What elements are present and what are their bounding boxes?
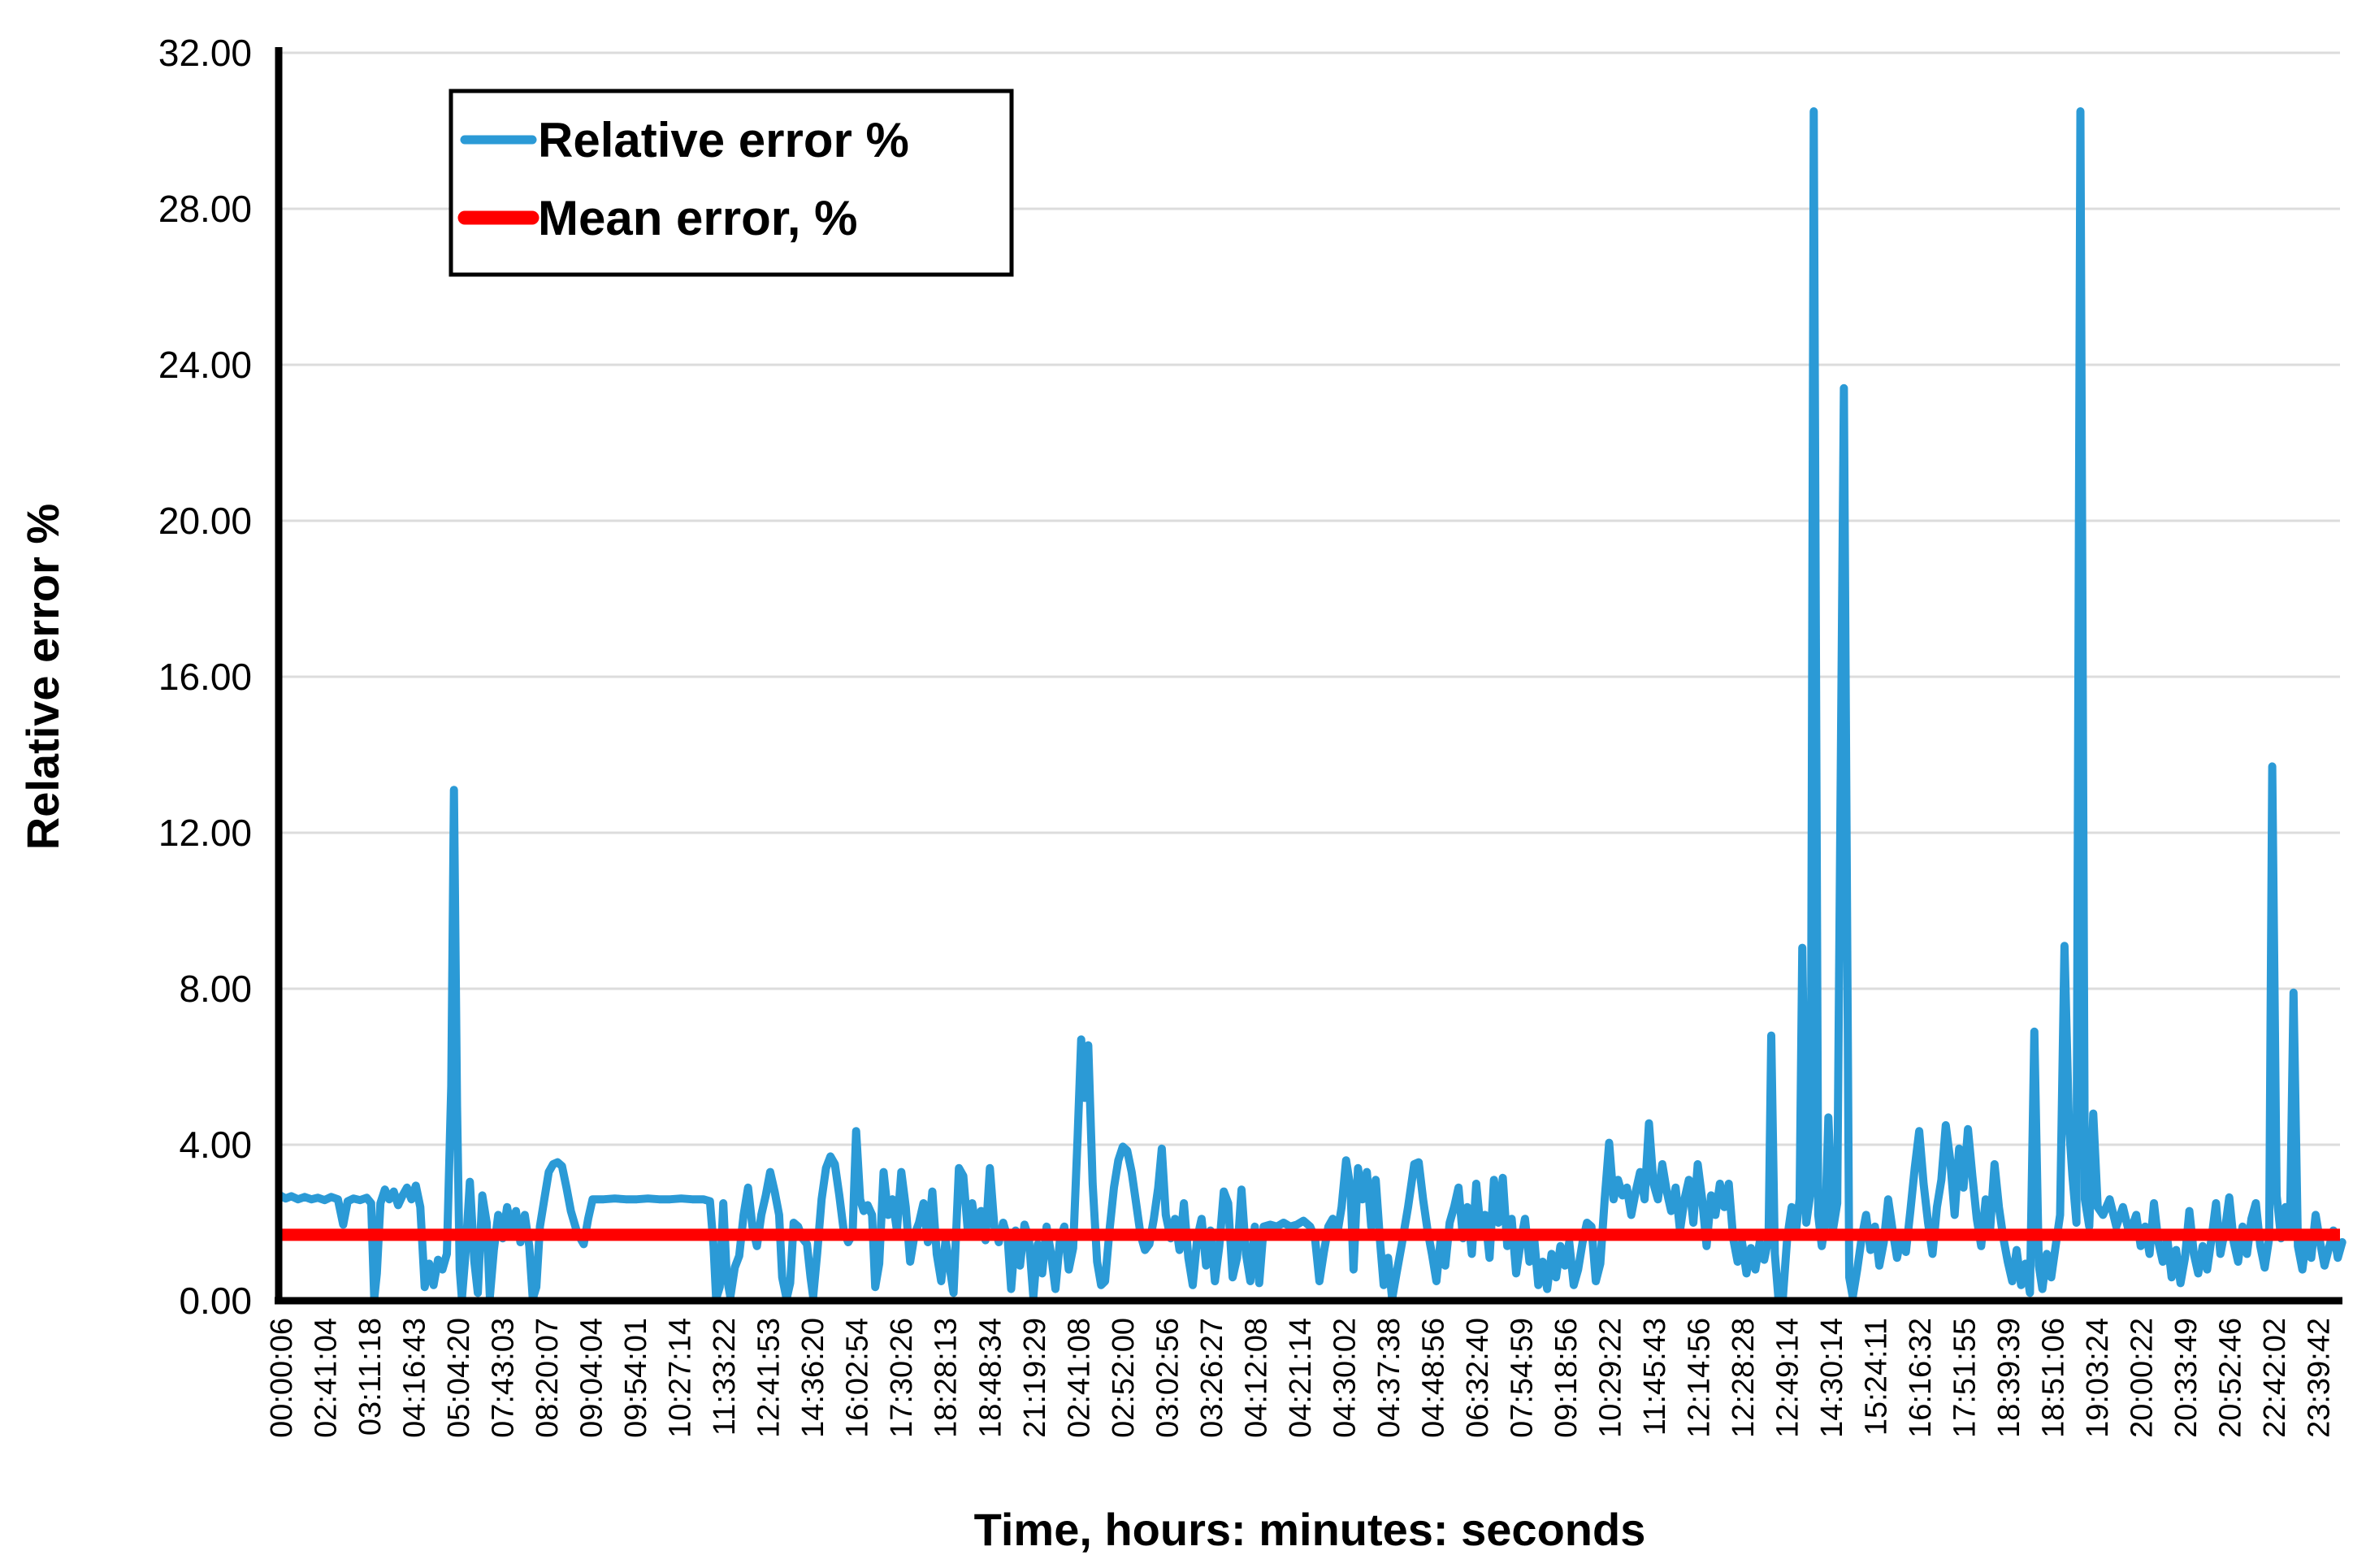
x-tick-label: 21:19:29 — [1018, 1318, 1052, 1438]
x-tick-label: 12:14:56 — [1683, 1318, 1717, 1438]
y-axis-title: Relative error % — [17, 504, 68, 850]
x-tick-label: 09:04:04 — [575, 1318, 609, 1438]
x-tick-label: 02:41:04 — [310, 1318, 344, 1438]
x-tick-label: 16:02:54 — [841, 1318, 875, 1438]
x-tick-label: 19:03:24 — [2081, 1318, 2115, 1438]
y-tick-labels: 0.00 4.00 8.00 12.00 16.00 20.00 24.00 28.00 32.… — [158, 32, 252, 1322]
axes — [275, 47, 2342, 1305]
x-tick-label: 03:26:27 — [1195, 1318, 1229, 1438]
x-tick-label: 08:20:07 — [531, 1318, 565, 1438]
x-tick-label: 03:11:18 — [353, 1318, 388, 1436]
x-axis-title: Time, hours: minutes: seconds — [974, 1504, 1646, 1555]
x-tick-label: 20:33:49 — [2169, 1318, 2204, 1438]
legend-box — [448, 89, 1014, 277]
x-tick-label: 02:52:00 — [1107, 1318, 1141, 1438]
y-tick-label: 24.00 — [158, 344, 252, 386]
x-tick-label: 11:33:22 — [708, 1318, 742, 1436]
x-tick-label: 20:52:46 — [2214, 1318, 2248, 1438]
legend-label-mean-error: Mean error, % — [538, 191, 858, 245]
x-tick-label: 07:43:03 — [487, 1318, 521, 1438]
x-tick-labels: 00:00:06 02:41:04 03:11:18 04:16:43 05:04:20… — [265, 1318, 2337, 1438]
x-tick-label: 14:30:14 — [1815, 1318, 1849, 1438]
y-tick-label: 12.00 — [158, 812, 252, 854]
x-tick-label: 04:21:14 — [1284, 1318, 1318, 1438]
x-tick-label: 03:02:56 — [1150, 1318, 1185, 1438]
x-tick-label: 00:00:06 — [265, 1318, 299, 1438]
x-tick-label: 14:36:20 — [796, 1318, 830, 1438]
x-tick-label: 18:48:34 — [973, 1318, 1008, 1438]
x-tick-label: 12:28:28 — [1727, 1318, 1761, 1438]
x-tick-label: 11:45:43 — [1638, 1318, 1672, 1436]
x-tick-label: 09:18:56 — [1549, 1318, 1584, 1438]
x-tick-label: 12:41:53 — [752, 1318, 786, 1438]
y-tick-label: 28.00 — [158, 188, 252, 230]
series — [276, 107, 2346, 1303]
x-tick-label: 20:00:22 — [2126, 1318, 2160, 1438]
x-tick-label: 04:30:02 — [1328, 1318, 1362, 1438]
x-tick-label: 06:32:40 — [1461, 1318, 1495, 1438]
x-tick-label: 23:39:42 — [2303, 1318, 2337, 1438]
y-tick-label: 8.00 — [179, 968, 252, 1010]
x-tick-label: 16:16:32 — [1904, 1318, 1938, 1438]
x-tick-label: 04:12:08 — [1239, 1318, 1273, 1438]
y-tick-label: 4.00 — [179, 1124, 252, 1166]
x-tick-label: 17:51:55 — [1948, 1318, 1982, 1438]
y-tick-label: 32.00 — [158, 32, 252, 74]
x-tick-label: 04:16:43 — [398, 1318, 432, 1438]
legend-label-relative-error: Relative error % — [538, 113, 909, 167]
relative-error-line — [276, 107, 2346, 1303]
y-tick-label: 0.00 — [179, 1280, 252, 1322]
x-tick-label: 02:41:08 — [1062, 1318, 1096, 1438]
x-tick-label: 22:42:02 — [2258, 1318, 2292, 1438]
x-tick-label: 10:29:22 — [1593, 1318, 1627, 1438]
x-tick-label: 18:39:39 — [1992, 1318, 2026, 1438]
x-tick-label: 09:54:01 — [619, 1318, 653, 1438]
x-tick-label: 18:51:06 — [2037, 1318, 2071, 1438]
x-tick-label: 04:37:38 — [1372, 1318, 1406, 1438]
x-tick-label: 05:04:20 — [442, 1318, 476, 1438]
x-tick-label: 12:49:14 — [1771, 1318, 1805, 1438]
x-tick-label: 04:48:56 — [1416, 1318, 1450, 1438]
x-tick-label: 17:30:26 — [885, 1318, 919, 1438]
x-tick-label: 10:27:14 — [664, 1318, 698, 1438]
x-tick-label: 15:24:11 — [1860, 1318, 1894, 1436]
y-tick-label: 20.00 — [158, 500, 252, 542]
legend: Relative error % Mean error, % — [448, 89, 1014, 277]
x-tick-label: 07:54:59 — [1505, 1318, 1539, 1438]
x-tick-label: 18:28:13 — [930, 1318, 964, 1438]
y-tick-label: 16.00 — [158, 656, 252, 698]
